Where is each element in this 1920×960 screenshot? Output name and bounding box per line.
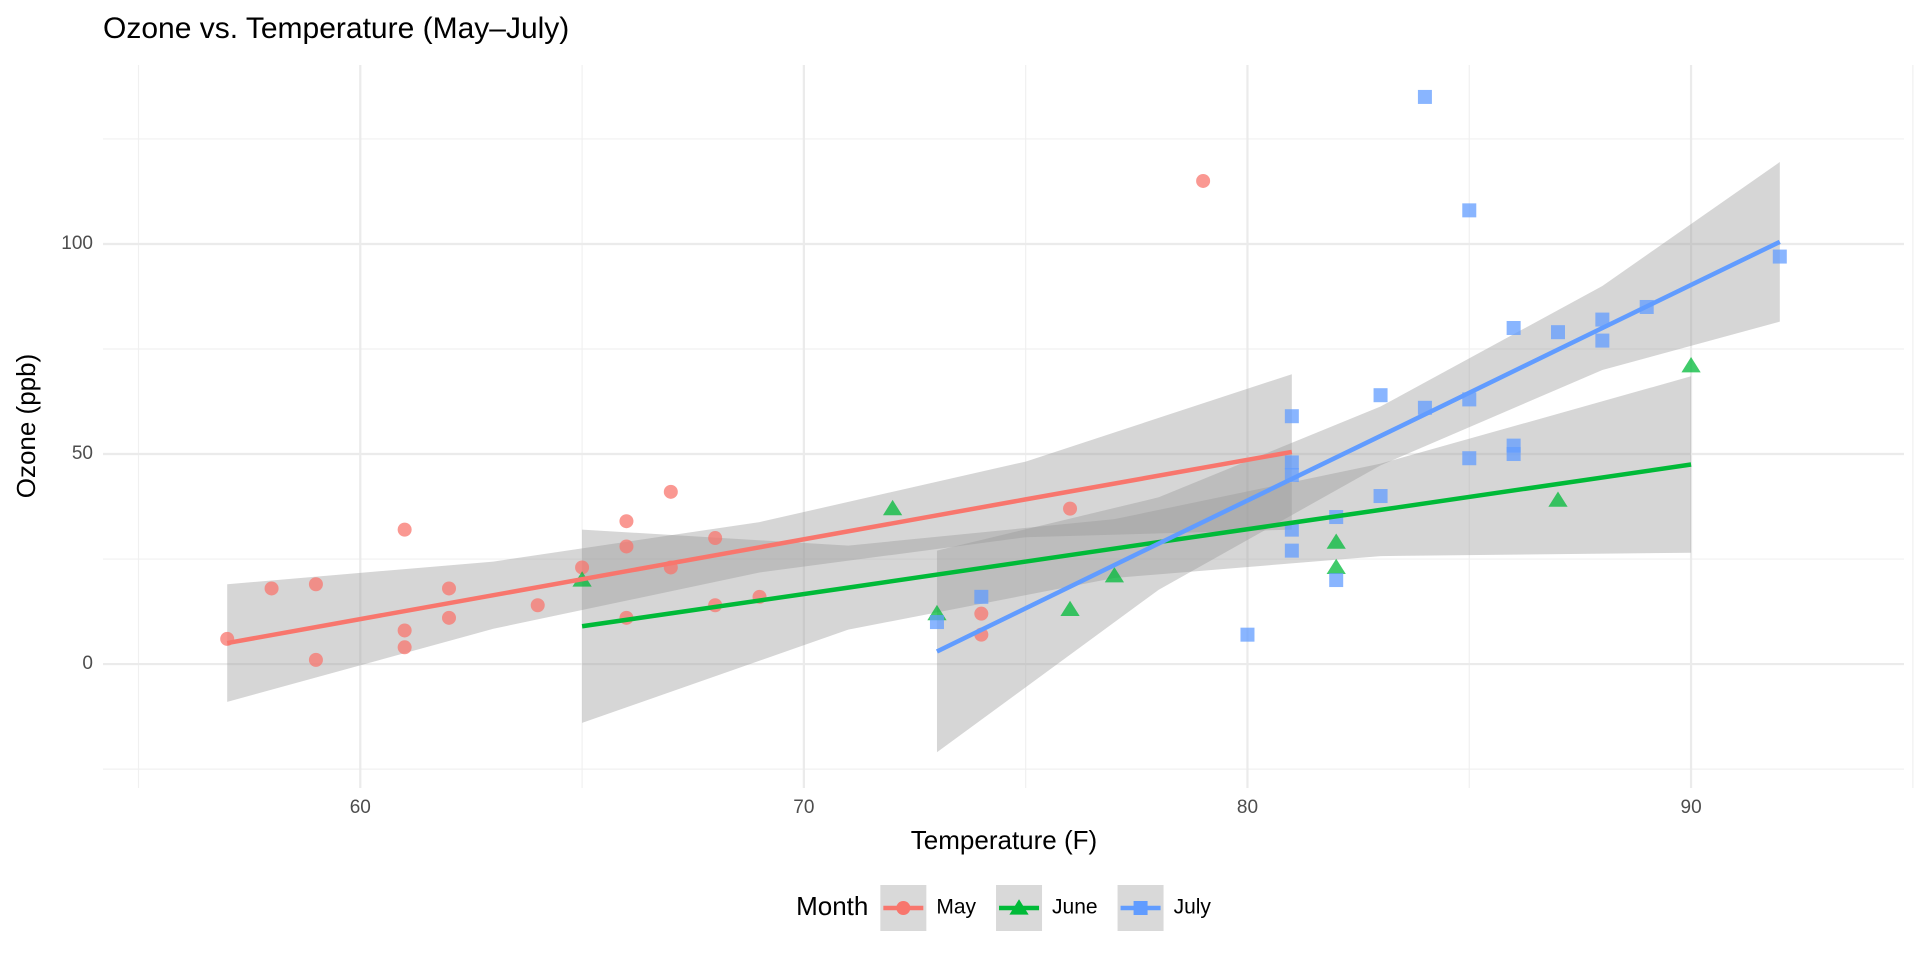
data-point (1373, 388, 1388, 403)
fit-lines (226, 239, 1781, 654)
y-tick-label: 100 (61, 233, 93, 254)
data-point (1196, 173, 1211, 188)
legend-title: Month (796, 891, 868, 921)
legend-item: June (996, 885, 1098, 931)
fit-line (935, 239, 1781, 654)
data-point (1550, 325, 1565, 340)
data-point (308, 652, 323, 667)
points (220, 89, 1787, 667)
data-point (264, 581, 279, 596)
data-point (974, 589, 989, 604)
data-point (1462, 203, 1477, 218)
legend-item: May (880, 885, 977, 931)
x-tick-label: 60 (350, 797, 371, 818)
data-point (575, 560, 590, 575)
data-point (1284, 409, 1299, 424)
legend-label: May (936, 896, 976, 919)
data-point (1284, 543, 1299, 558)
data-point (1462, 451, 1477, 466)
y-tick-label: 50 (72, 443, 93, 464)
fit-line (226, 449, 1293, 646)
legend-label: July (1174, 896, 1212, 919)
grid (103, 65, 1914, 788)
confidence-band (936, 162, 1780, 753)
data-point (1284, 455, 1299, 470)
x-tick-label: 70 (793, 797, 814, 818)
data-point (1104, 567, 1125, 583)
data-point (397, 623, 412, 638)
data-point (1506, 320, 1521, 335)
x-tick-label: 80 (1237, 797, 1258, 818)
legend-label: June (1052, 896, 1098, 919)
data-point (1681, 357, 1701, 373)
data-point (1373, 489, 1388, 504)
data-point (1595, 333, 1610, 348)
data-point (1240, 627, 1255, 642)
x-tick-label: 90 (1681, 797, 1702, 818)
data-point (1595, 312, 1610, 327)
data-point (442, 610, 457, 625)
data-point (708, 531, 723, 546)
chart-title: Ozone vs. Temperature (May–July) (103, 12, 569, 45)
legend-key-marker (1009, 899, 1029, 915)
legend-key-marker (896, 901, 911, 915)
y-tick-label: 0 (82, 653, 93, 674)
legend-key-marker (1133, 901, 1148, 915)
legend: Month May June July (796, 885, 1211, 931)
confidence-band (582, 376, 1692, 723)
data-point (619, 514, 634, 529)
y-axis-title: Ozone (ppb) (11, 354, 41, 499)
data-point (1329, 573, 1344, 588)
data-point (308, 577, 323, 592)
data-point (1063, 501, 1078, 516)
data-point (1326, 558, 1346, 575)
data-point (1060, 600, 1080, 617)
data-point (530, 598, 545, 613)
bands (227, 162, 1780, 753)
data-point (1506, 447, 1521, 462)
data-point (1772, 249, 1787, 264)
fit-line (581, 462, 1692, 629)
data-point (1326, 533, 1346, 549)
data-point (974, 606, 989, 621)
data-point (397, 640, 412, 655)
data-point (1417, 89, 1432, 104)
data-point (1284, 522, 1299, 537)
data-point (663, 484, 678, 499)
data-point (397, 522, 412, 537)
data-point (619, 539, 634, 554)
data-point (882, 499, 903, 516)
data-point (442, 581, 457, 596)
data-point (929, 615, 944, 630)
confidence-band (227, 374, 1292, 702)
legend-item: July (1117, 885, 1212, 931)
data-point (1548, 491, 1568, 507)
x-axis-title: Temperature (F) (911, 825, 1097, 855)
